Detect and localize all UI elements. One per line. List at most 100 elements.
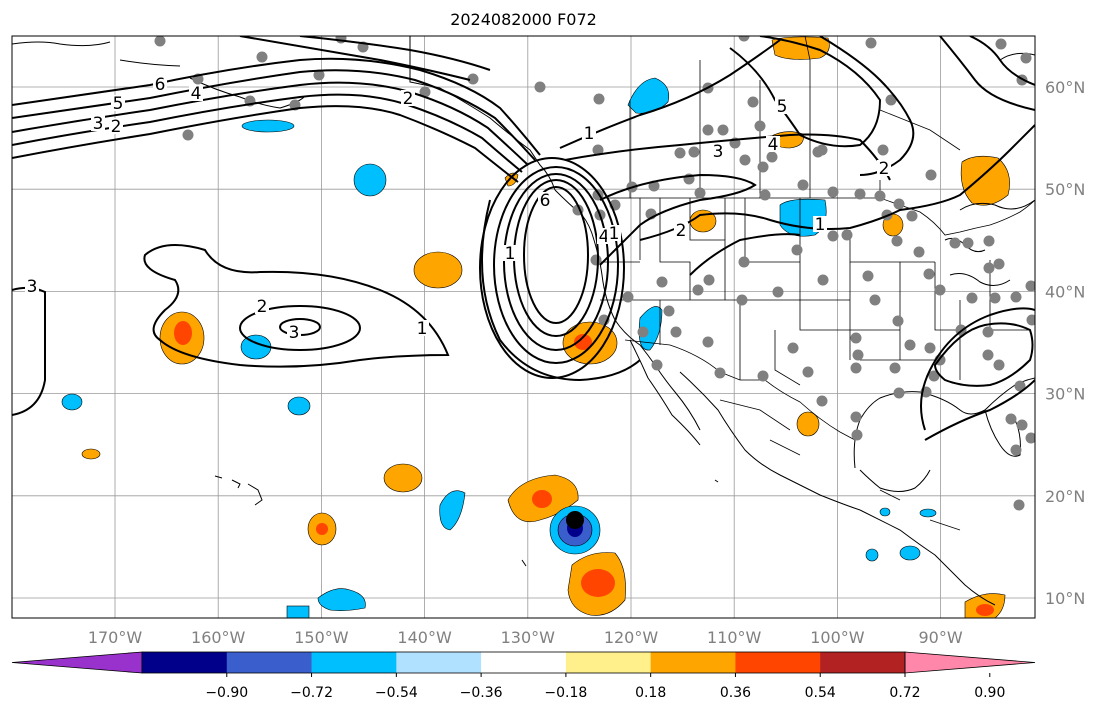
station-dot bbox=[885, 94, 897, 106]
contour-label: 1 bbox=[815, 215, 826, 235]
contour-label-bg bbox=[877, 160, 891, 176]
contour-label-bg bbox=[674, 222, 688, 238]
station-dot bbox=[1016, 419, 1028, 431]
station-dot bbox=[702, 124, 714, 136]
station-dot bbox=[869, 294, 881, 306]
colorbar-segment bbox=[481, 652, 567, 673]
lon-label: 150°W bbox=[294, 628, 349, 647]
station-dot bbox=[1005, 413, 1017, 425]
colorbar-tick-label: 0.18 bbox=[635, 685, 666, 701]
colorbar-segment bbox=[820, 652, 906, 673]
station-dot bbox=[154, 36, 166, 47]
contour-label: 2 bbox=[676, 221, 687, 241]
station-dot bbox=[674, 147, 686, 159]
station-dot bbox=[983, 262, 995, 274]
colorbar-tick-label: 0.54 bbox=[805, 685, 836, 701]
station-dot bbox=[467, 73, 479, 85]
contour-label: 3 bbox=[27, 277, 38, 297]
station-dot bbox=[817, 274, 829, 286]
contour-label-bg bbox=[538, 192, 552, 208]
station-dot bbox=[983, 235, 995, 247]
contour-label-bg bbox=[189, 85, 203, 101]
contour-labels: 1326453213216413451212 bbox=[25, 75, 891, 343]
contour-label: 5 bbox=[113, 94, 124, 114]
station-dot bbox=[962, 237, 974, 249]
lat-label: 20°N bbox=[1045, 487, 1085, 506]
station-dot bbox=[736, 294, 748, 306]
colorbar: −0.90 −0.72 −0.54 −0.36 −0.18 0.18 0.36 0.54 0.7… bbox=[11, 651, 1036, 701]
station-dot bbox=[1013, 499, 1025, 511]
station-dot bbox=[949, 237, 961, 249]
station-dot bbox=[593, 93, 605, 105]
colorbar-frame bbox=[141, 651, 906, 674]
colorbar-tick-label: −0.90 bbox=[205, 685, 248, 701]
map-title: 2024082000 F072 bbox=[450, 10, 597, 29]
contour-label-bg bbox=[111, 95, 125, 111]
station-dot bbox=[637, 326, 649, 338]
contour-label: 5 bbox=[777, 97, 788, 117]
contour-label-bg bbox=[255, 298, 269, 314]
station-dot bbox=[182, 129, 194, 141]
lon-label: 110°W bbox=[707, 628, 762, 647]
station-dot bbox=[1025, 280, 1035, 292]
station-dot bbox=[989, 292, 1001, 304]
station-dot bbox=[757, 370, 769, 382]
station-dot bbox=[1020, 52, 1032, 64]
station-dot bbox=[877, 144, 889, 156]
station-dot bbox=[827, 186, 839, 198]
lon-label: 120°W bbox=[604, 628, 659, 647]
station-dot bbox=[865, 37, 877, 49]
station-dot bbox=[993, 258, 1005, 270]
station-dot bbox=[419, 86, 431, 98]
station-dot bbox=[738, 256, 750, 268]
contour-label: 3 bbox=[713, 142, 724, 162]
station-dot bbox=[934, 284, 946, 296]
station-dot bbox=[1014, 380, 1026, 392]
contour-label-bg bbox=[153, 76, 167, 92]
contour-label: 6 bbox=[155, 75, 166, 95]
station-dot bbox=[850, 362, 862, 374]
station-dot bbox=[754, 120, 766, 132]
station-dot bbox=[739, 154, 751, 166]
lon-label: 130°W bbox=[501, 628, 556, 647]
station-dot bbox=[717, 124, 729, 136]
contour-label: 4 bbox=[599, 227, 610, 247]
station-dot bbox=[702, 336, 714, 348]
station-dot bbox=[993, 359, 1005, 371]
contour-label: 1 bbox=[609, 224, 620, 244]
station-dot bbox=[651, 359, 663, 371]
station-dot bbox=[797, 179, 809, 191]
station-dot bbox=[891, 235, 903, 247]
station-dot bbox=[913, 246, 925, 258]
contour-label-bg bbox=[766, 136, 780, 152]
colorbar-tick-label: −0.72 bbox=[290, 685, 333, 701]
station-dot bbox=[256, 51, 268, 63]
station-dot bbox=[766, 151, 778, 163]
contour-label-bg bbox=[415, 320, 429, 336]
station-dot bbox=[925, 169, 937, 181]
station-dot bbox=[703, 274, 715, 286]
station-dot bbox=[874, 190, 886, 202]
contour-label: 2 bbox=[403, 89, 414, 109]
colorbar-tick-label: −0.36 bbox=[460, 685, 503, 701]
station-dot bbox=[694, 187, 706, 199]
colorbar-max-extension bbox=[904, 651, 1036, 674]
lat-label: 10°N bbox=[1045, 589, 1085, 608]
contour-label-bg bbox=[503, 245, 517, 261]
contour-label: 4 bbox=[191, 84, 202, 104]
contour-label: 1 bbox=[505, 244, 516, 264]
station-dot bbox=[893, 387, 905, 399]
station-dot bbox=[995, 38, 1007, 50]
station-dot bbox=[851, 429, 863, 441]
station-dot bbox=[850, 411, 862, 423]
colorbar-tick-label: 0.90 bbox=[974, 685, 1005, 701]
station-dot bbox=[982, 349, 994, 361]
contour-label-bg bbox=[711, 143, 725, 159]
colorbar-min-extension bbox=[11, 651, 143, 674]
station-dot bbox=[850, 332, 862, 344]
political-boundaries bbox=[409, 36, 1035, 531]
longitude-labels: 170°W 160°W 150°W 140°W 130°W 120°W 110°W 100°W… bbox=[88, 628, 963, 647]
station-dot bbox=[592, 144, 604, 156]
station-dot bbox=[1026, 314, 1035, 326]
